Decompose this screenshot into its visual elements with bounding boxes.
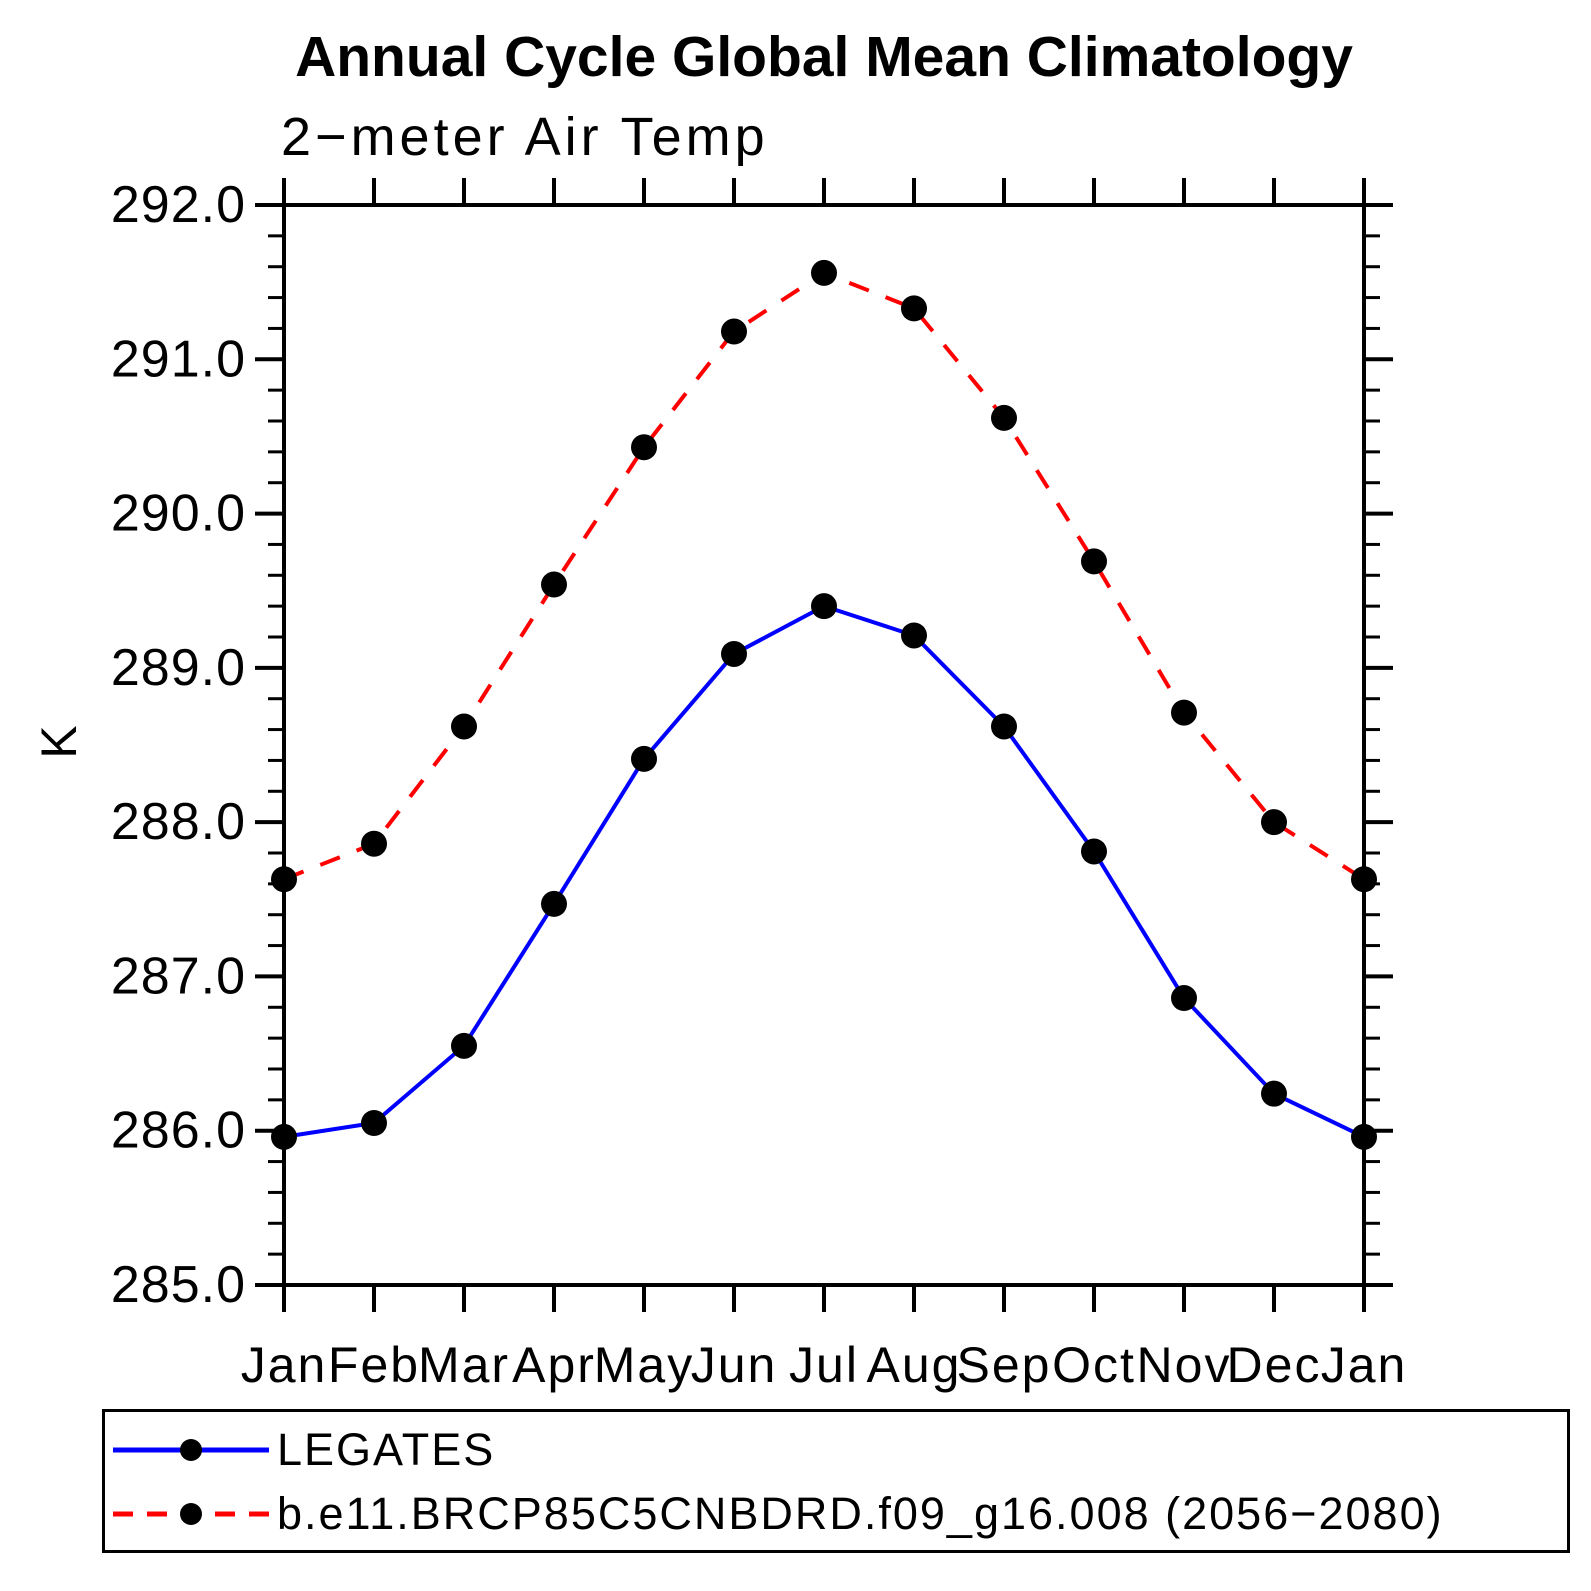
x-tick-label: Jan <box>241 1337 328 1393</box>
x-tick-label: Nov <box>1137 1337 1232 1393</box>
legend-item-legates: LEGATES <box>111 1418 495 1482</box>
legend-marker-dot <box>180 1439 202 1461</box>
y-tick-label: 289.0 <box>111 639 246 697</box>
y-tick-label: 285.0 <box>111 1256 246 1314</box>
x-tick-label: Dec <box>1227 1337 1322 1393</box>
data-point <box>721 640 747 667</box>
y-tick-label: 290.0 <box>111 485 246 543</box>
x-tick-label: Sep <box>957 1337 1052 1393</box>
series-line-1 <box>283 270 1366 882</box>
series-line-0 <box>283 603 1365 1139</box>
data-point <box>1171 985 1197 1012</box>
data-point <box>991 404 1017 431</box>
legend: LEGATES b.e11.BRCP85C5CNBDRD.f09_g16.008… <box>102 1409 1570 1553</box>
data-point <box>541 571 567 598</box>
y-tick-label: 288.0 <box>111 793 246 851</box>
data-point <box>1261 1080 1287 1107</box>
y-tick-label: 286.0 <box>111 1102 246 1160</box>
y-tick-label: 291.0 <box>111 330 246 388</box>
data-point <box>1081 838 1107 865</box>
data-point <box>1171 699 1197 726</box>
legend-label-model: b.e11.BRCP85C5CNBDRD.f09_g16.008 (2056−2… <box>277 1488 1444 1539</box>
data-point <box>631 745 657 772</box>
data-point <box>811 259 837 286</box>
x-tick-label: Feb <box>328 1337 420 1393</box>
data-point <box>901 622 927 649</box>
data-point <box>271 1123 297 1150</box>
y-tick-label: 292.0 <box>111 176 246 234</box>
x-tick-label: Mar <box>418 1337 510 1393</box>
x-tick-label: Aug <box>867 1337 962 1393</box>
data-point <box>361 830 387 857</box>
x-tick-label: Jan <box>1321 1337 1408 1393</box>
data-point <box>991 713 1017 740</box>
legend-marker-dot <box>180 1503 202 1525</box>
data-point <box>1351 1123 1377 1150</box>
data-point <box>811 593 837 620</box>
data-point <box>1261 809 1287 836</box>
x-tick-label: May <box>594 1337 694 1393</box>
data-point <box>451 713 477 740</box>
plot-frame <box>282 203 1366 1287</box>
x-tick-label: Oct <box>1052 1337 1136 1393</box>
chart-subtitle: 2−meter Air Temp <box>281 107 769 167</box>
data-point <box>1081 548 1107 575</box>
legend-label-legates: LEGATES <box>277 1424 496 1475</box>
data-point <box>271 866 297 893</box>
chart-title: Annual Cycle Global Mean Climatology <box>295 25 1353 89</box>
data-point <box>901 295 927 322</box>
data-point <box>451 1032 477 1059</box>
x-tick-label: Apr <box>512 1337 596 1393</box>
legend-line-sample <box>113 1503 269 1525</box>
data-point <box>1351 866 1377 893</box>
data-point <box>541 890 567 917</box>
legend-item-model: b.e11.BRCP85C5CNBDRD.f09_g16.008 (2056−2… <box>111 1482 1444 1546</box>
data-point <box>721 318 747 345</box>
data-point <box>361 1110 387 1136</box>
x-tick-label: Jul <box>789 1337 859 1393</box>
y-tick-label: 287.0 <box>111 947 246 1005</box>
data-point <box>631 434 657 461</box>
x-tick-label: Jun <box>691 1337 778 1393</box>
legend-line-sample <box>113 1439 269 1461</box>
